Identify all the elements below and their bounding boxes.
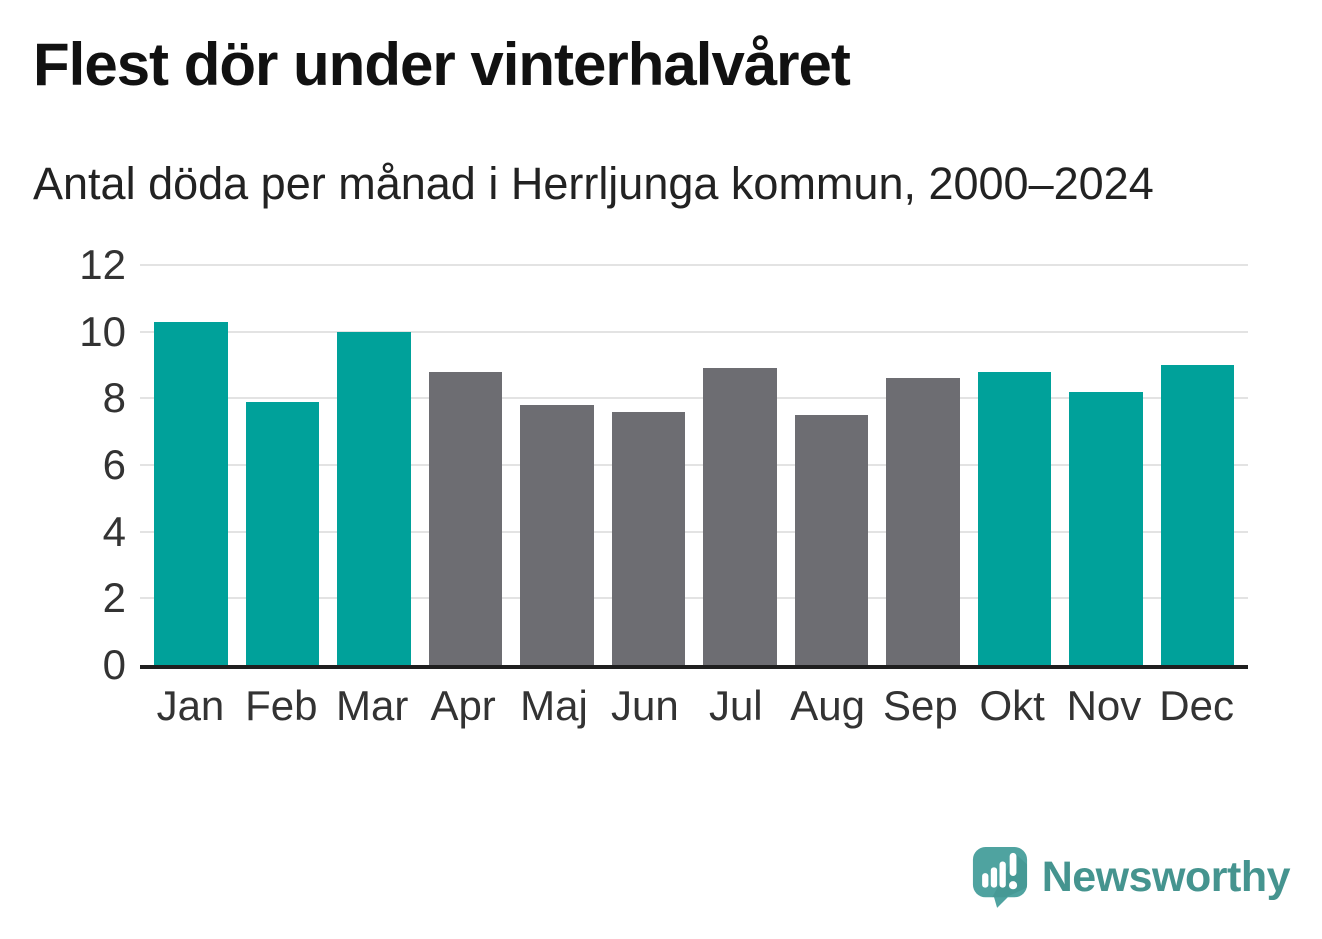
bar-nov	[1069, 391, 1143, 665]
bar-maj	[520, 405, 594, 665]
x-tick-label-jan: Jan	[156, 682, 225, 729]
x-tick-label-maj: Maj	[520, 682, 588, 729]
x-tick-label-apr: Apr	[430, 682, 496, 729]
bar-okt	[977, 371, 1051, 665]
x-tick-label-jun: Jun	[611, 682, 679, 729]
x-tick-label-okt: Okt	[979, 682, 1045, 729]
plot-row: 0 2 4 6 8 10 12	[33, 244, 1248, 686]
x-axis: Jan Feb Mar Apr Maj Jun Jul Aug Sep Okt Nov Dec	[140, 685, 1248, 727]
page-title: Flest dör under vinterhalvåret	[33, 31, 851, 98]
page-subtitle: Antal döda per månad i Herrljunga kommun…	[33, 158, 1154, 209]
bar-mar	[337, 331, 411, 665]
x-tick-label-sep: Sep	[882, 682, 958, 729]
x-tick-label-dec: Dec	[1159, 682, 1234, 729]
bar-aug	[794, 415, 868, 665]
newsworthy-logo: Newsworthy	[971, 845, 1291, 909]
x-tick-label-nov: Nov	[1066, 682, 1142, 729]
bar-feb	[245, 401, 319, 665]
plot-area	[140, 264, 1248, 669]
y-tick-label-0: 0	[102, 641, 126, 688]
bar-dec	[1160, 365, 1234, 665]
x-tick-label-mar: Mar	[336, 682, 409, 729]
y-axis: 0 2 4 6 8 10 12	[33, 244, 140, 686]
gridline-4	[140, 530, 1248, 533]
bar-chart: 0 2 4 6 8 10 12 Jan Feb Mar Apr Maj Jun Jul Aug Sep Okt…	[33, 244, 1248, 727]
bar-sep	[886, 378, 960, 665]
x-tick-label-feb: Feb	[245, 682, 318, 729]
gridline-6	[140, 464, 1248, 466]
gridline-10	[140, 330, 1248, 333]
newsworthy-logo-icon	[972, 847, 1027, 908]
gridline-12	[140, 264, 1248, 266]
x-tick-label-aug: Aug	[790, 682, 865, 729]
y-tick-label-12: 12	[79, 241, 126, 288]
y-tick-label-6: 6	[102, 441, 126, 488]
gridline-2	[140, 597, 1248, 600]
bar-jan	[154, 321, 228, 665]
bar-jun	[611, 411, 685, 665]
bars-row	[140, 265, 1248, 665]
y-tick-label-4: 4	[102, 507, 126, 555]
y-tick-label-8: 8	[102, 374, 126, 422]
gridline-8	[140, 397, 1248, 400]
x-tick-label-jul: Jul	[708, 682, 763, 729]
y-tick-label-2: 2	[102, 574, 126, 622]
bar-jul	[703, 368, 777, 665]
bar-apr	[428, 371, 502, 665]
newsworthy-logo-text: Newsworthy	[1041, 852, 1291, 901]
y-tick-label-10: 10	[79, 307, 126, 355]
